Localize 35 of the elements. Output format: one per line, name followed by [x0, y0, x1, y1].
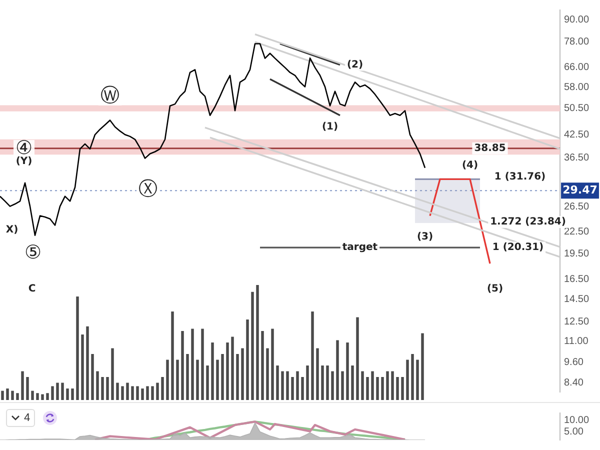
- annotation: (3): [416, 231, 434, 242]
- annotation: 1.272 (23.84): [490, 216, 566, 228]
- annotation: C: [28, 284, 36, 295]
- y-tick-label: 50.50: [564, 103, 590, 114]
- y-tick-label: 19.50: [564, 248, 590, 260]
- annotation: Ⓦ: [100, 84, 120, 106]
- y-tick-label: 22.50: [564, 226, 590, 238]
- annotation: Ⓧ: [138, 178, 158, 200]
- y-tick-label: 36.50: [564, 152, 590, 164]
- y-tick-label: 58.00: [564, 82, 590, 93]
- annotation: (2): [346, 59, 364, 70]
- annotation: (5): [486, 284, 504, 295]
- y-tick-label: 66.00: [564, 62, 590, 74]
- annotation: (1): [322, 122, 338, 133]
- y-tick-label: 42.50: [564, 129, 590, 140]
- y-tick-label: 26.50: [564, 202, 590, 213]
- y-tick-label: 14.50: [564, 294, 590, 305]
- y-tick-label: 5.00: [564, 426, 584, 438]
- y-tick-label: 16.50: [564, 274, 590, 286]
- y-tick-label: 78.00: [564, 36, 590, 48]
- annotation: (4): [462, 160, 478, 171]
- y-tick-label: 10.00: [564, 414, 590, 426]
- ref-line-label: 29.47: [562, 183, 598, 196]
- annotation: 1 (20.31): [492, 242, 544, 254]
- annotation: X): [6, 224, 18, 236]
- y-tick-label: 8.40: [564, 377, 584, 388]
- y-tick-label: 12.50: [564, 316, 590, 328]
- annotation: ⑤: [24, 242, 42, 264]
- y-tick-label: 11.00: [564, 336, 589, 348]
- annotation: 1 (31.76): [494, 172, 546, 183]
- annotation: 38.85: [474, 142, 506, 154]
- y-tick-label: 90.00: [564, 14, 590, 26]
- annotation: target: [342, 242, 378, 254]
- annotation: 4: [24, 412, 30, 424]
- y-tick-label: 9.60: [564, 356, 584, 368]
